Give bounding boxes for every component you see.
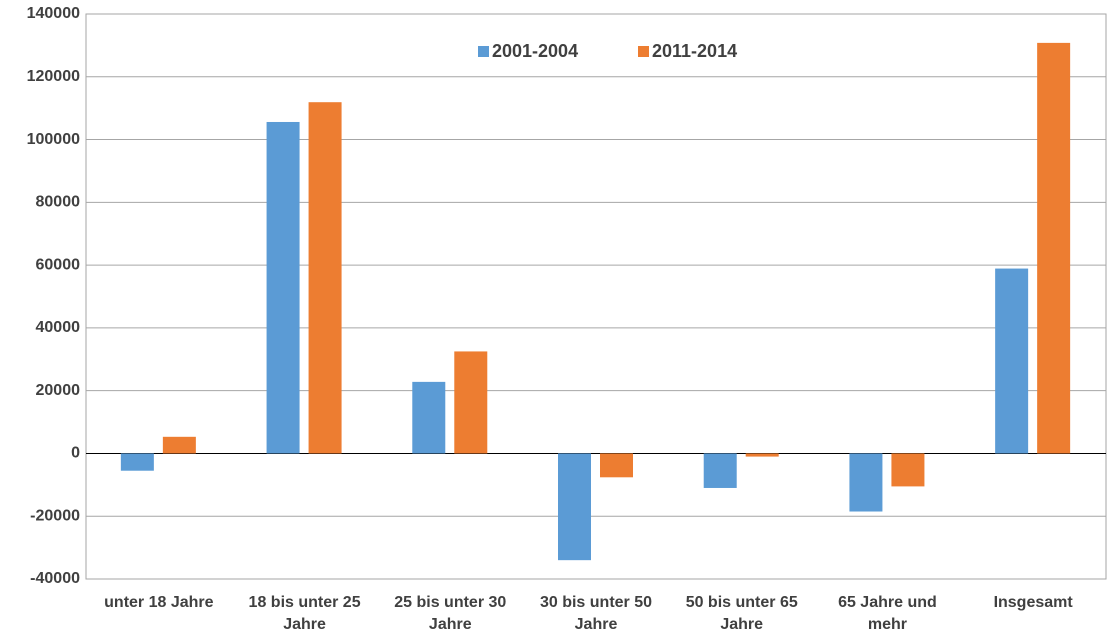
bar bbox=[412, 381, 446, 454]
plot-border bbox=[85, 13, 1107, 580]
bar bbox=[849, 453, 883, 512]
y-tick-label: 120000 bbox=[27, 68, 80, 85]
bar bbox=[454, 351, 488, 454]
bar bbox=[703, 453, 737, 488]
y-tick-label: 20000 bbox=[36, 382, 81, 399]
y-tick-label: 100000 bbox=[27, 131, 80, 148]
bar bbox=[558, 453, 591, 561]
x-tick-label: Insgesamt bbox=[994, 594, 1074, 611]
bar bbox=[995, 268, 1029, 454]
bar bbox=[745, 453, 779, 457]
y-tick-label: 40000 bbox=[36, 319, 81, 336]
legend-label: 2011-2014 bbox=[652, 41, 737, 61]
bar bbox=[162, 436, 196, 454]
bar bbox=[1037, 42, 1071, 454]
y-tick-label: -20000 bbox=[30, 507, 80, 524]
x-tick-label: 65 Jahre und mehr bbox=[838, 594, 937, 633]
bar bbox=[600, 453, 633, 478]
x-tick-label: 50 bis unter 65 Jahre bbox=[686, 594, 798, 633]
bar bbox=[266, 121, 300, 454]
y-tick-label: 80000 bbox=[36, 194, 81, 211]
x-tick-label: unter 18 Jahre bbox=[104, 594, 213, 611]
y-tick-label: 60000 bbox=[36, 256, 81, 273]
x-tick-label: 18 bis unter 25 Jahre bbox=[249, 594, 361, 633]
y-tick-label: -40000 bbox=[30, 570, 80, 587]
legend-swatch bbox=[478, 46, 489, 57]
y-tick-label: 140000 bbox=[27, 5, 80, 22]
legend-label: 2001-2004 bbox=[492, 41, 578, 61]
bar bbox=[891, 453, 925, 487]
bar bbox=[120, 453, 154, 471]
legend-swatch bbox=[638, 46, 649, 57]
y-tick-label: 0 bbox=[71, 445, 80, 462]
bar bbox=[308, 102, 342, 454]
x-tick-label: 30 bis unter 50 Jahre bbox=[540, 594, 652, 633]
x-tick-label: 25 bis unter 30 Jahre bbox=[394, 594, 506, 633]
